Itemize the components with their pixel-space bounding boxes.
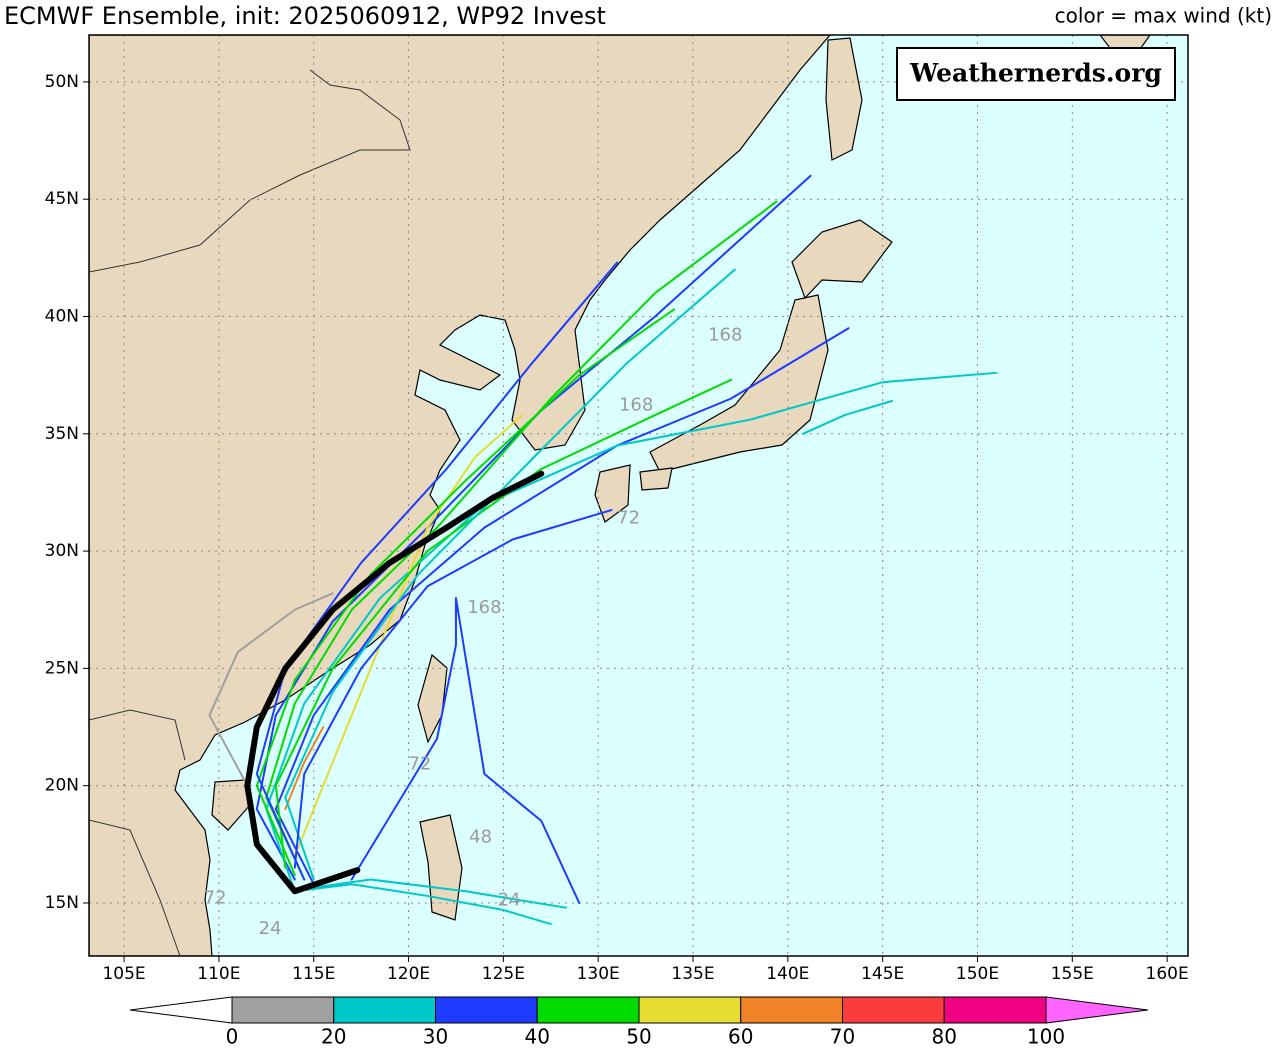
x-tick-label: 150E <box>956 964 999 984</box>
colorbar-bin <box>943 996 1047 1024</box>
x-tick-label: 160E <box>1146 964 1189 984</box>
colorbar-bin <box>435 996 538 1024</box>
colorbar-bin <box>842 996 945 1024</box>
track-label: 24 <box>259 918 282 939</box>
watermark: Weathernerds.org <box>909 59 1162 88</box>
track-label: 168 <box>619 395 653 416</box>
mean-track <box>244 470 545 895</box>
x-tick-label: 110E <box>197 964 240 984</box>
subtitle: color = max wind (kt) <box>1055 4 1272 28</box>
taiwan <box>417 653 448 744</box>
track-label: 72 <box>204 887 227 908</box>
track-label: 72 <box>408 754 431 775</box>
track <box>265 200 778 881</box>
y-tick-label: 30N <box>45 541 79 561</box>
colorbar-bin <box>536 996 640 1024</box>
sakhalin <box>825 37 863 161</box>
border <box>89 819 181 956</box>
track <box>284 268 736 881</box>
x-tick-label: 145E <box>861 964 904 984</box>
hokkaido <box>791 219 893 300</box>
shikoku <box>639 467 673 491</box>
borders <box>89 69 411 956</box>
colorbar-label: 70 <box>830 1025 855 1049</box>
track <box>293 509 613 869</box>
track <box>208 592 334 787</box>
y-tick-label: 15N <box>45 893 79 913</box>
track <box>802 399 894 435</box>
y-tick-label: 20N <box>45 776 79 796</box>
track <box>274 327 850 886</box>
track <box>255 308 676 876</box>
x-tick-label: 125E <box>482 964 525 984</box>
track-label: 168 <box>467 597 501 618</box>
track-label: 168 <box>708 324 742 345</box>
y-tick-label: 35N <box>45 424 79 444</box>
colorbar-label: 20 <box>321 1025 346 1049</box>
track <box>255 261 619 881</box>
track <box>293 414 524 858</box>
track <box>293 883 552 926</box>
grid <box>89 35 1188 956</box>
land <box>89 35 1151 956</box>
title: ECMWF Ensemble, init: 2025060912, WP92 I… <box>4 2 606 30</box>
colorbar-bin <box>333 996 436 1024</box>
x-tick-label: 155E <box>1051 964 1094 984</box>
x-tick-label: 135E <box>671 964 714 984</box>
kyushu <box>594 464 631 523</box>
colorbar-label: 30 <box>423 1025 448 1049</box>
border <box>89 709 186 761</box>
y-tick-label: 25N <box>45 658 79 678</box>
x-tick-label: 115E <box>292 964 335 984</box>
border <box>89 69 411 273</box>
axes: 105E 110E 115E 120E 125E 130E 135E 140E 145E 150E… <box>45 72 1189 984</box>
watermark-box <box>896 47 1176 101</box>
colorbar-over <box>1045 996 1149 1024</box>
map-frame <box>88 34 1189 957</box>
colorbar-bin <box>740 996 843 1024</box>
x-tick-label: 130E <box>577 964 620 984</box>
track-label: 24 <box>498 890 521 911</box>
y-tick-label: 45N <box>45 189 79 209</box>
colorbar-bin <box>638 996 742 1024</box>
x-tick-label: 120E <box>387 964 430 984</box>
colorbar-label: 0 <box>226 1025 239 1049</box>
track <box>303 878 567 909</box>
colorbar: 0 20 30 40 50 60 70 80 100 <box>129 996 1149 1049</box>
colorbar-bin <box>231 996 335 1024</box>
colorbar-label: 60 <box>728 1025 753 1049</box>
track <box>350 597 581 904</box>
luzon <box>419 814 463 921</box>
colorbar-label: 50 <box>626 1025 651 1049</box>
colorbar-label: 80 <box>932 1025 957 1049</box>
hainan <box>211 779 251 831</box>
track-label: 48 <box>469 826 492 847</box>
tracks: 168 168 168 72 72 48 24 72 24 <box>204 174 998 939</box>
x-tick-label: 105E <box>102 964 145 984</box>
track-label: 72 <box>617 507 640 528</box>
colorbar-label: 40 <box>525 1025 550 1049</box>
y-tick-label: 50N <box>45 72 79 92</box>
mainland <box>89 35 831 956</box>
y-tick-label: 40N <box>45 307 79 327</box>
colorbar-under <box>129 996 233 1024</box>
honshu <box>649 294 829 473</box>
x-tick-label: 140E <box>766 964 809 984</box>
track <box>284 726 325 811</box>
track <box>274 378 732 869</box>
colorbar-label: 100 <box>1027 1025 1065 1049</box>
